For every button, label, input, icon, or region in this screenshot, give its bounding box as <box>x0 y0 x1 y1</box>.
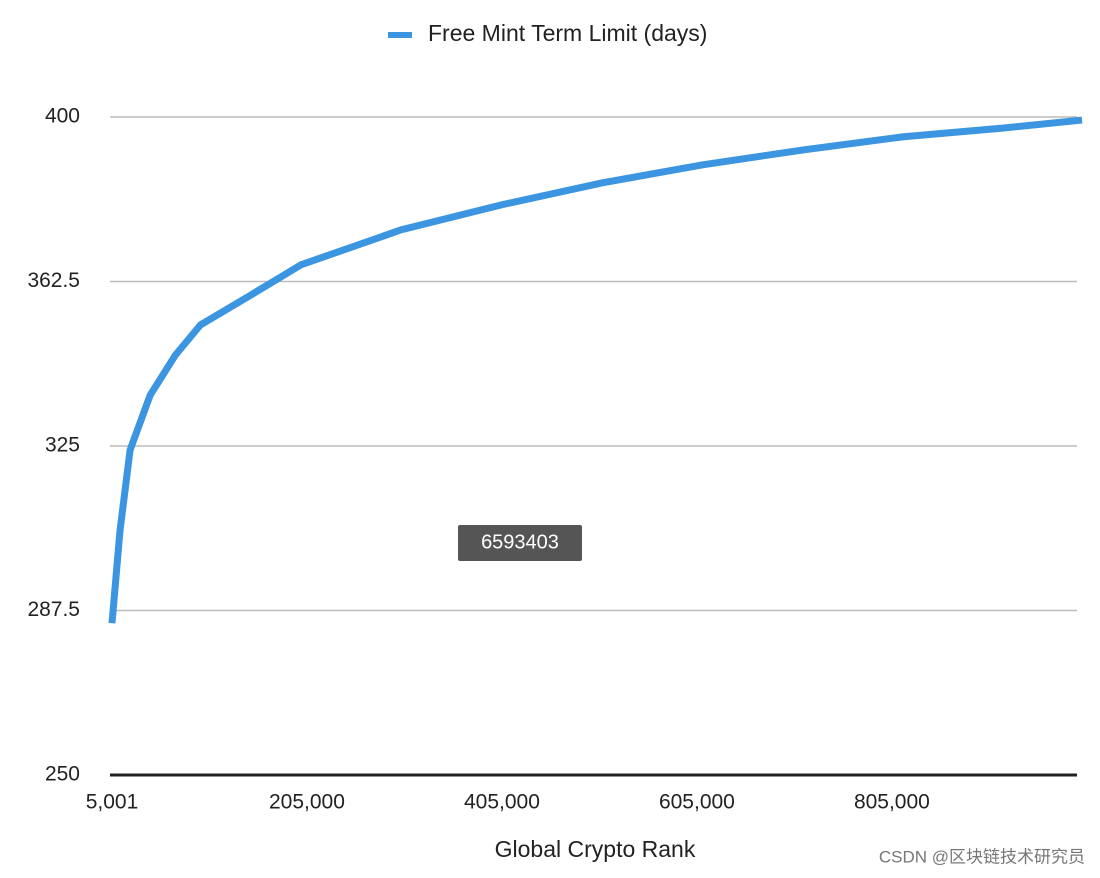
data-line <box>108 116 1083 624</box>
x-tick-label: 5,001 <box>86 791 139 814</box>
tooltip: 6593403 <box>481 531 559 553</box>
y-tick-label: 250 <box>45 763 80 786</box>
y-tick-label: 400 <box>45 105 80 128</box>
tooltip-box <box>458 525 582 561</box>
x-tick-label: 205,000 <box>269 791 345 814</box>
y-tick-label: 362.5 <box>27 269 80 292</box>
y-tick-label: 287.5 <box>27 598 80 621</box>
y-tick-label: 325 <box>45 434 80 457</box>
x-tick-label: 405,000 <box>464 791 540 814</box>
x-tick-label: 605,000 <box>659 791 735 814</box>
x-axis-label: Global Crypto Rank <box>495 836 696 862</box>
x-tick-label: 805,000 <box>854 791 930 814</box>
watermark: CSDN @区块链技术研究员 <box>879 847 1085 866</box>
legend-label: Free Mint Term Limit (days) <box>428 20 707 46</box>
